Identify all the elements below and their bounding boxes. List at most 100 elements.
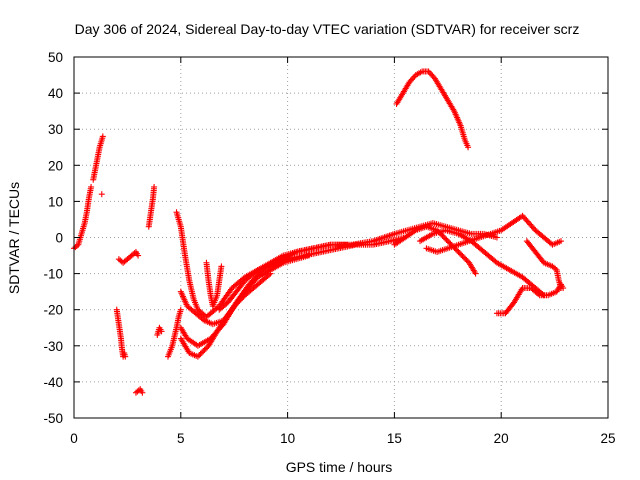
plot-frame [73, 56, 609, 419]
data-point [218, 263, 225, 270]
data-point [524, 218, 531, 225]
data-point [122, 353, 129, 360]
data-point [406, 79, 413, 86]
series-arc-p [391, 223, 479, 277]
data-point [151, 183, 158, 190]
data-point [198, 349, 205, 356]
y-axis-label: SDTVAR / TECUs [6, 182, 22, 294]
data-point [523, 217, 530, 224]
data-point [465, 144, 472, 151]
data-point [267, 270, 274, 277]
data-point [447, 240, 454, 247]
data-point [240, 293, 247, 300]
data-point [527, 221, 534, 228]
data-point [88, 183, 95, 190]
data-point [460, 254, 467, 261]
series-arc-s [493, 281, 567, 317]
data-point [200, 348, 207, 355]
y-tick-label: 10 [48, 194, 63, 209]
data-point [472, 270, 479, 277]
y-tick-label: -50 [43, 411, 63, 426]
data-point [236, 297, 243, 304]
y-tick-label: 40 [48, 86, 63, 101]
data-point [492, 258, 499, 265]
series-arc-f [132, 386, 146, 396]
y-tick-label: 30 [48, 122, 63, 137]
data-point [458, 251, 465, 258]
data-point [196, 352, 203, 359]
x-tick-label: 0 [70, 431, 78, 446]
data-point [443, 236, 450, 243]
series-arc-e [115, 248, 142, 266]
data-point [235, 299, 242, 306]
data-point [237, 296, 244, 303]
data-point [442, 235, 449, 242]
data-point [201, 346, 208, 353]
grid [74, 57, 608, 418]
data-point [520, 214, 527, 221]
data-point [135, 252, 142, 259]
data-point [459, 253, 466, 260]
data-point [552, 265, 559, 272]
data-point [455, 248, 462, 255]
x-tick-label: 20 [494, 431, 509, 446]
data-point [425, 68, 432, 75]
data-point [139, 389, 146, 396]
series-arc-h [154, 324, 165, 338]
series-arc-g [145, 183, 158, 230]
data-point [233, 300, 240, 307]
y-tick-label: 20 [48, 158, 63, 173]
data-point [535, 291, 542, 298]
data-point [253, 268, 260, 275]
data-point [440, 234, 447, 241]
chart-title: Day 306 of 2024, Sidereal Day-to-day VTE… [75, 21, 580, 37]
x-tick-label: 5 [177, 431, 185, 446]
data-point [99, 133, 106, 140]
data-point [266, 271, 273, 278]
data-point [428, 71, 435, 78]
data-point [194, 353, 201, 360]
series-arc-r [423, 212, 565, 255]
x-tick-label: 15 [387, 431, 402, 446]
x-tick-label: 25 [600, 431, 615, 446]
data-point [446, 239, 453, 246]
y-tick-label: -20 [43, 303, 63, 318]
series-arc-d [113, 306, 129, 360]
data-point [463, 257, 470, 264]
data-point [531, 225, 538, 232]
data-point [493, 234, 500, 241]
data-point [410, 74, 417, 81]
data-point [519, 212, 526, 219]
x-tick-label: 10 [280, 431, 295, 446]
series-arc-m [177, 270, 274, 328]
data-point [239, 294, 246, 301]
data-point [429, 72, 436, 79]
data-point [522, 215, 529, 222]
series-arc-o [216, 220, 500, 313]
data-point [197, 350, 204, 357]
data-point [525, 220, 532, 227]
data-point [98, 191, 105, 198]
series-arc-n [203, 259, 225, 310]
data-point [558, 285, 565, 292]
data-point [456, 250, 463, 257]
axis-ticks: 0 5 10 15 20 25 -50 -40 -30 -20 -10 0 10 20 30 40 50 [43, 50, 615, 446]
data-point [529, 224, 536, 231]
series-arc-t [523, 238, 565, 292]
x-axis-label: GPS time / hours [286, 459, 393, 475]
data-point [202, 345, 209, 352]
data-point [462, 255, 469, 262]
data-point [426, 69, 433, 76]
data-point [528, 222, 535, 229]
data-point [408, 76, 415, 83]
series-arc-u [393, 68, 472, 151]
series-arc-c [98, 191, 105, 198]
data-point [199, 316, 206, 323]
data-point [231, 303, 238, 310]
series-arc-j [173, 209, 351, 320]
series-arc-b [90, 133, 106, 183]
data-point [558, 238, 565, 245]
data-point [73, 242, 80, 249]
data-point [452, 246, 459, 253]
